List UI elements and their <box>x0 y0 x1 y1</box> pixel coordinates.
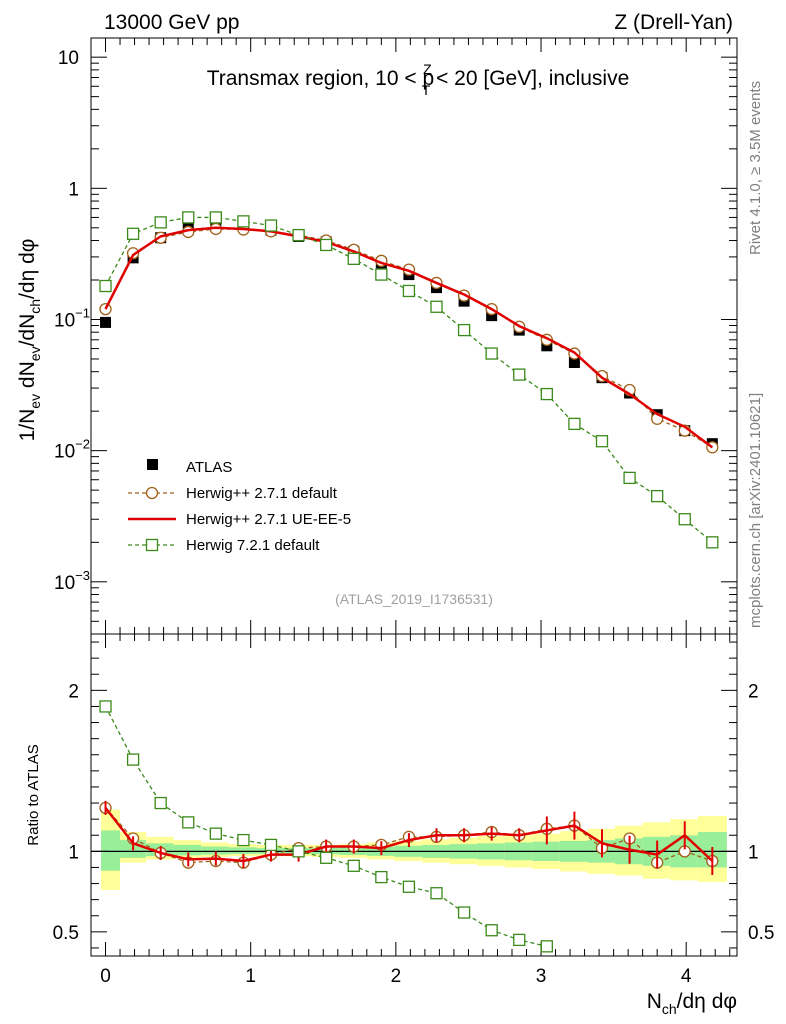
y-tick-label: 10−3 <box>54 568 90 594</box>
h721-point-22 <box>706 536 719 549</box>
legend-h721-marker <box>145 538 159 552</box>
legend-ueee5-label: Herwig++ 2.7.1 UE-EE-5 <box>186 511 351 528</box>
mcplots-label: mcplots.cern.ch [arXiv:2401.10621] <box>747 393 764 628</box>
h271-point-1 <box>126 247 140 260</box>
ratio-tick-label-left: 1 <box>68 842 79 863</box>
y-tick-label: 10−1 <box>54 305 90 331</box>
h721-point-6 <box>264 219 278 232</box>
legend-atlas-label: ATLAS <box>186 459 232 476</box>
ratio-h721-point-7 <box>292 845 305 858</box>
title-pre: Transmax region, 10 < p <box>207 67 434 90</box>
h721-point-0 <box>99 279 112 293</box>
y-tick-label: 10 <box>58 48 79 69</box>
ratio-h721-point-14 <box>485 924 498 937</box>
atlas-point-17 <box>568 356 580 368</box>
h721-point-20 <box>651 489 664 503</box>
h721-point-4 <box>209 211 222 224</box>
h721-point-13 <box>457 323 471 337</box>
y-axis-label: 1/Nev dNev/dNch/dη dφ <box>16 239 43 442</box>
legend-h271-marker <box>145 486 159 500</box>
axes: 0 1 2 3 4 10−3 10−2 10−1 1 10 0.5 0.5 1 1 2 2 <box>53 38 774 987</box>
ratio-h721-point-0 <box>99 700 112 713</box>
ratio-h721-point-11 <box>402 880 416 893</box>
h721-point-14 <box>485 347 498 360</box>
band-inner-3 <box>173 844 202 856</box>
header-right: Z (Drell-Yan) <box>614 11 733 34</box>
h721-point-8 <box>320 238 333 252</box>
h721-point-12 <box>430 300 443 313</box>
ratio-tick-label-right: 2 <box>748 681 759 702</box>
ratio-h721-point-16 <box>540 940 553 953</box>
legend-h271-label: Herwig++ 2.7.1 default <box>186 485 338 502</box>
ratio-h721-point-4 <box>209 827 222 840</box>
analysis-label: (ATLAS_2019_I1736531) <box>335 591 493 607</box>
legend: ATLAS Herwig++ 2.7.1 default Herwig++ 2.… <box>128 459 351 554</box>
ratio-frame <box>90 633 738 957</box>
title-sup: Z <box>423 61 432 77</box>
plot-title: Transmax region, 10 < pZ T < 20 [GeV], in… <box>207 61 630 98</box>
header-left: 13000 GeV pp <box>104 11 239 34</box>
y-tick-label: 10−2 <box>54 437 90 463</box>
y-tick-label: 1 <box>68 179 79 200</box>
h721-point-3 <box>182 211 195 224</box>
series-line-1 <box>104 228 713 448</box>
atlas-point-14 <box>486 310 498 322</box>
title-post: < 20 [GeV], inclusive <box>430 67 629 90</box>
ratio-h721-point-5 <box>237 833 250 847</box>
h721-point-19 <box>623 471 636 485</box>
title-sub: T <box>422 82 431 98</box>
legend-h721-label: Herwig 7.2.1 default <box>186 537 320 554</box>
h721-point-10 <box>375 268 388 281</box>
ratio-h721-point-9 <box>347 859 360 872</box>
rivet-label: Rivet 4.1.0, ≥ 3.5M events <box>747 81 764 255</box>
ratio-h721-point-12 <box>430 887 443 900</box>
x-tick-label: 4 <box>681 966 692 987</box>
h721-point-9 <box>347 252 360 265</box>
x-axis-label: Nch/dη dφ <box>647 990 737 1017</box>
ratio-h721-point-2 <box>154 796 167 810</box>
ratio-tick-label-right: 1 <box>748 842 759 863</box>
h721-point-17 <box>568 417 581 431</box>
ratio-series <box>99 700 719 953</box>
ratio-h721-point-1 <box>126 753 140 766</box>
ratio-h721-point-3 <box>182 816 195 829</box>
ratio-tick-label-left: 2 <box>68 681 79 702</box>
h721-point-11 <box>402 284 416 298</box>
ratio-h721-point-6 <box>264 838 278 852</box>
x-tick-label: 3 <box>536 966 547 987</box>
h721-point-2 <box>154 216 167 229</box>
ratio-h721-point-8 <box>320 851 333 864</box>
h721-point-1 <box>126 227 140 240</box>
x-tick-label: 0 <box>100 966 111 987</box>
h721-point-15 <box>513 368 526 381</box>
ratio-line-3 <box>104 706 547 947</box>
h721-point-5 <box>237 215 250 228</box>
ratio-h721-point-15 <box>513 933 526 947</box>
ratio-h721-point-13 <box>457 906 471 919</box>
h721-point-18 <box>595 435 609 448</box>
band-inner-5 <box>228 847 257 855</box>
h721-point-16 <box>540 387 553 401</box>
atlas-point-0 <box>100 316 112 328</box>
h721-point-21 <box>678 513 691 526</box>
ratio-h721-point-10 <box>375 870 388 884</box>
band-inner-4 <box>201 846 229 855</box>
legend-atlas-marker <box>147 459 158 470</box>
h721-point-7 <box>292 228 305 242</box>
ratio-tick-label-right: 0.5 <box>748 923 774 944</box>
x-tick-label: 1 <box>245 966 256 987</box>
series-line-2 <box>104 226 714 449</box>
band-inner-0 <box>101 830 121 871</box>
x-tick-label: 2 <box>391 966 402 987</box>
ratio-axis-label: Ratio to ATLAS <box>25 744 42 845</box>
ratio-tick-label-left: 0.5 <box>53 923 79 944</box>
main-series <box>99 211 719 549</box>
